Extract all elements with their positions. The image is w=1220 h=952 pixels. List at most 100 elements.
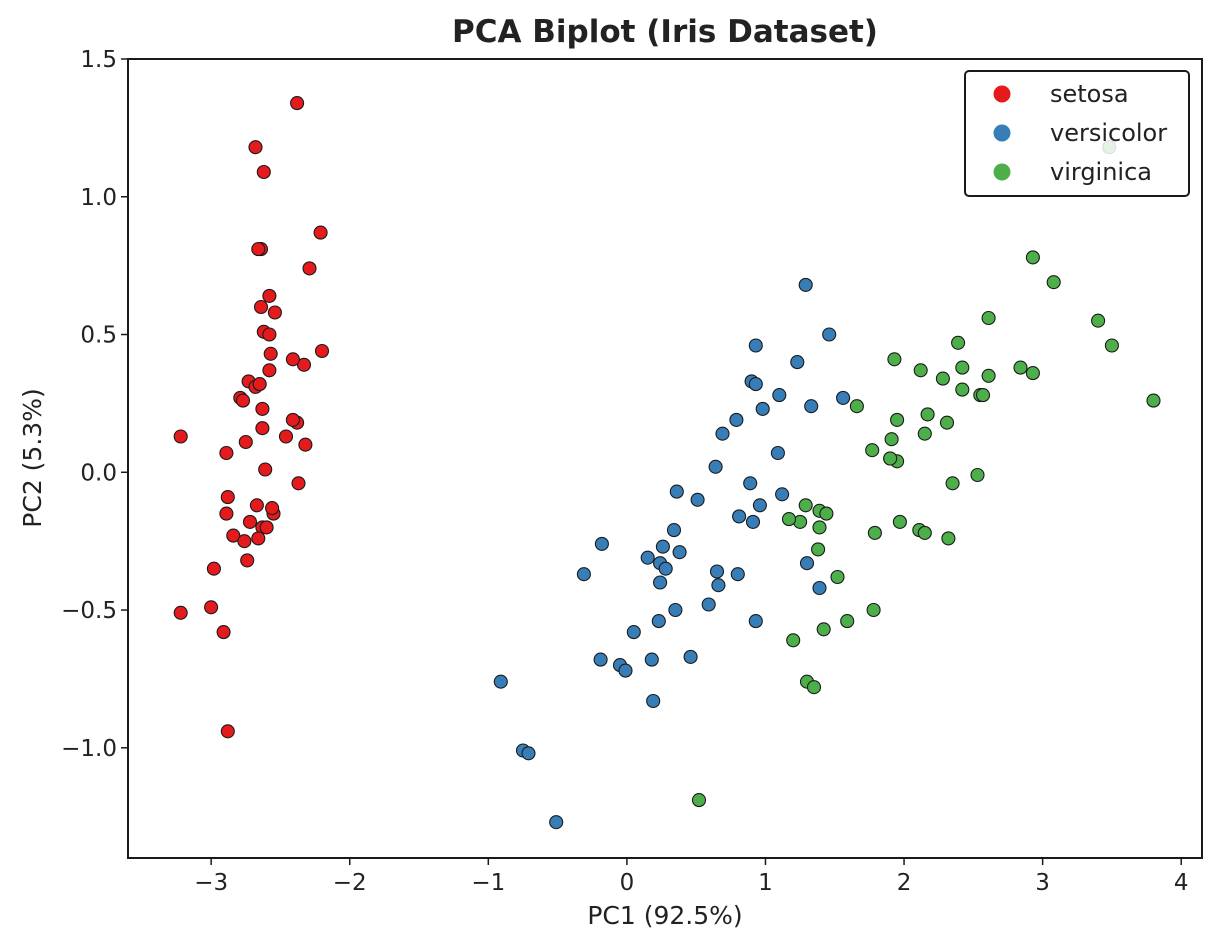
point-setosa [238,434,253,450]
point-setosa [296,357,312,372]
point-virginica [811,542,826,557]
point-virginica [840,614,855,629]
point-versicolor [732,509,747,524]
point-versicolor [812,580,827,596]
point-versicolor [493,674,508,689]
point-virginica [970,467,985,483]
point-virginica [1013,360,1028,375]
point-virginica [917,426,932,441]
point-versicolor [715,426,730,441]
point-virginica [819,506,834,521]
point-versicolor [790,355,805,370]
legend-marker-versicolor [993,124,1011,142]
point-virginica [941,531,956,546]
point-setosa [259,520,274,535]
point-virginica [798,498,813,513]
point-virginica [913,363,928,378]
point-virginica [975,388,991,403]
point-versicolor [644,652,659,667]
point-versicolor [618,663,633,678]
point-versicolor [748,377,763,392]
point-setosa [206,561,221,576]
point-virginica [920,407,935,422]
point-setosa [285,352,300,367]
y-tick-label: −0.5 [61,598,117,624]
point-virginica [1104,338,1119,353]
point-setosa [249,498,264,513]
point-setosa [235,393,251,408]
point-setosa [253,299,269,315]
point-setosa [204,600,219,615]
point-setosa [262,363,277,378]
point-virginica [865,443,880,458]
point-versicolor [521,746,536,761]
point-setosa [302,261,317,276]
point-versicolor [593,652,608,667]
point-setosa [255,421,270,436]
point-versicolor [549,815,564,830]
point-virginica [981,368,996,383]
legend-label-virginica: virginica [1050,158,1152,186]
point-virginica [816,622,831,637]
point-virginica [951,335,966,350]
y-tick-label: 0.5 [80,323,117,349]
point-versicolor [836,390,851,405]
x-tick-label: 2 [897,870,912,896]
point-setosa [219,506,234,521]
point-setosa [290,96,305,111]
point-setosa [265,501,280,516]
point-versicolor [772,388,787,403]
point-setosa [252,377,267,392]
point-versicolor [672,545,687,560]
point-setosa [262,288,277,303]
point-versicolor [655,539,670,554]
point-versicolor [799,556,815,571]
point-virginica [883,451,898,466]
point-virginica [1046,275,1061,290]
point-versicolor [690,492,705,507]
point-setosa [237,534,252,549]
y-tick-label: 0.0 [80,460,117,486]
point-versicolor [711,578,726,593]
point-versicolor [701,597,716,612]
point-versicolor [745,514,761,529]
point-setosa [220,724,235,739]
point-setosa [248,140,263,155]
point-setosa [220,490,235,505]
point-setosa [226,528,241,543]
point-setosa [251,242,266,257]
point-setosa [291,476,306,491]
point-versicolor [729,412,744,427]
point-versicolor [640,550,655,565]
point-versicolor [798,277,813,292]
point-setosa [173,429,188,444]
point-setosa [263,346,278,361]
point-versicolor [708,459,723,474]
point-setosa [240,553,255,568]
point-versicolor [775,487,790,502]
point-virginica [935,371,950,386]
legend-label-setosa: setosa [1050,80,1129,108]
point-versicolor [666,523,682,538]
point-versicolor [669,484,684,499]
data-points [173,96,1161,830]
point-versicolor [594,536,609,551]
point-versicolor [752,498,767,513]
x-tick-label: 0 [620,870,635,896]
chart-title: PCA Biplot (Iris Dataset) [452,14,878,50]
point-virginica [917,525,932,540]
point-setosa [267,305,282,320]
point-versicolor [743,476,758,491]
point-setosa [262,327,277,342]
point-virginica [884,432,899,447]
point-versicolor [683,649,698,664]
point-versicolor [651,614,666,629]
point-virginica [812,520,827,535]
x-tick-label: −2 [333,870,367,896]
point-versicolor [748,338,763,353]
point-setosa [219,445,234,461]
point-versicolor [576,567,591,582]
y-tick-label: 1.0 [80,185,117,211]
point-setosa [216,625,231,640]
point-setosa [258,462,273,477]
